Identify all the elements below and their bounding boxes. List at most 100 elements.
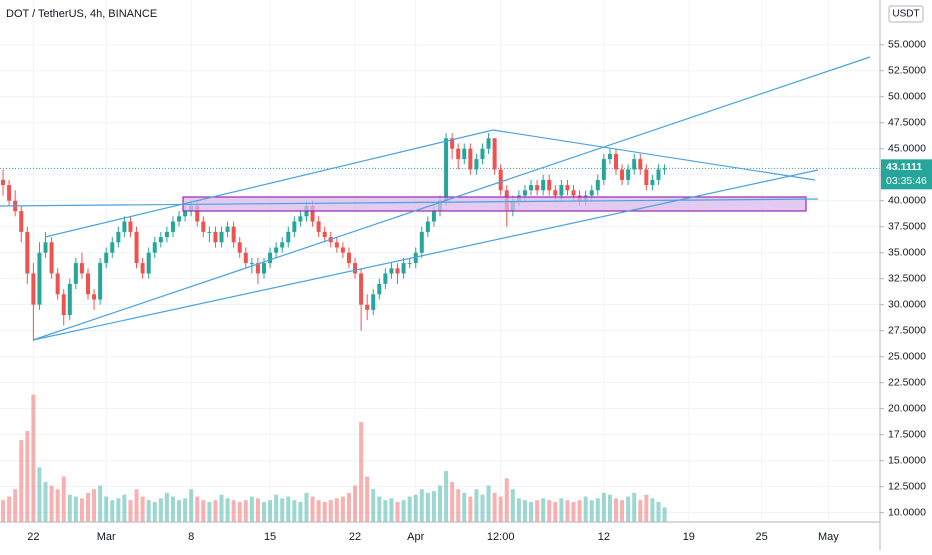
volume-bar	[73, 496, 78, 522]
volume-bar	[413, 494, 418, 522]
x-tick-label: May	[818, 531, 839, 543]
candle-body	[383, 273, 388, 284]
volume-bar	[213, 500, 218, 522]
volume-bar	[644, 494, 649, 522]
candle-body	[134, 231, 139, 264]
volume-bar	[310, 496, 315, 522]
volume-bar	[292, 500, 297, 522]
candle-body	[146, 252, 151, 274]
volume-bar	[334, 498, 339, 522]
candle-body	[280, 242, 285, 248]
candle-body	[595, 179, 600, 191]
volume-bar	[207, 501, 212, 522]
volume-bar	[553, 501, 558, 522]
volume-bar	[565, 500, 570, 522]
volume-bar	[286, 496, 291, 522]
candle-body	[286, 231, 291, 243]
countdown: 03:35:46	[886, 175, 927, 187]
candle-body	[462, 148, 467, 160]
volume-bar	[86, 492, 90, 522]
volume-bar	[219, 494, 224, 522]
candle-body	[607, 153, 612, 160]
volume-bar	[401, 500, 406, 522]
volume-bar	[601, 492, 606, 522]
candle-body	[1, 179, 6, 186]
volume-bar	[365, 476, 370, 522]
volume-bar	[474, 489, 479, 522]
candle-body	[31, 273, 36, 305]
volume-bar	[353, 485, 358, 522]
trend-line	[32, 56, 871, 341]
candle-body	[249, 263, 254, 265]
volume-bar	[407, 496, 412, 522]
volume-bar	[61, 476, 66, 522]
candle-body	[541, 179, 546, 191]
candle-body	[128, 221, 133, 232]
volume-bar	[322, 501, 327, 522]
volume-bar	[316, 500, 321, 522]
volume-bar	[43, 481, 48, 522]
volume-bar	[7, 496, 12, 522]
volume-bar	[152, 501, 157, 522]
last-price-badge	[881, 159, 932, 190]
candle-body	[334, 242, 339, 248]
volume-bar	[37, 467, 42, 522]
candle-body	[237, 242, 242, 253]
y-tick-label: 47.5000	[888, 116, 926, 128]
y-tick-label: 52.5000	[888, 64, 926, 76]
candle-body	[498, 169, 503, 191]
candle-body	[104, 252, 109, 264]
candle-body	[365, 304, 370, 310]
y-tick-label: 15.0000	[888, 454, 926, 466]
volume-bar	[262, 501, 266, 522]
candle-body	[310, 205, 315, 222]
volume-bar	[529, 501, 534, 522]
candle-body	[79, 263, 84, 274]
volume-bar	[516, 498, 521, 522]
volume-bar	[498, 496, 503, 522]
candle-body	[292, 221, 297, 232]
candle-body	[49, 242, 54, 274]
candle-body	[158, 237, 163, 243]
candle-body	[425, 221, 430, 232]
candle-body	[571, 190, 576, 196]
volume-bar	[504, 478, 509, 522]
candle-layer	[0, 133, 880, 342]
volume-layer	[1, 394, 667, 522]
volume-bar	[280, 498, 285, 522]
volume-bar	[650, 498, 655, 522]
candle-body	[638, 159, 643, 170]
x-tick-label: 8	[188, 531, 194, 543]
y-tick-label: 20.0000	[888, 402, 926, 414]
candle-body	[522, 190, 527, 196]
candle-body	[474, 159, 479, 170]
candle-body	[444, 138, 449, 201]
candle-body	[43, 242, 48, 253]
volume-bar	[31, 394, 36, 522]
candle-body	[662, 168, 667, 170]
candle-body	[632, 159, 637, 170]
candle-body	[401, 263, 406, 274]
volume-bar	[419, 489, 424, 522]
chart-title: DOT / TetherUS, 4h, BINANCE	[6, 8, 157, 20]
y-tick-label: 12.5000	[888, 480, 926, 492]
candle-body	[419, 231, 424, 253]
trend-line	[32, 169, 819, 341]
candle-body	[529, 185, 534, 191]
candle-body	[195, 205, 200, 222]
candle-body	[535, 185, 540, 191]
volume-bar	[425, 492, 430, 522]
volume-bar	[55, 489, 60, 522]
volume-bar	[486, 485, 491, 522]
currency-box[interactable]	[888, 5, 924, 23]
candle-body	[413, 252, 418, 264]
drawings	[0, 56, 871, 341]
volume-bar	[225, 498, 230, 522]
candle-body	[589, 190, 594, 196]
candle-body	[207, 231, 212, 233]
candle-body	[116, 231, 121, 243]
candle-body	[231, 226, 236, 243]
volume-bar	[607, 494, 612, 522]
y-tick-label: 40.0000	[888, 194, 926, 206]
y-tick-label: 25.0000	[888, 350, 926, 362]
